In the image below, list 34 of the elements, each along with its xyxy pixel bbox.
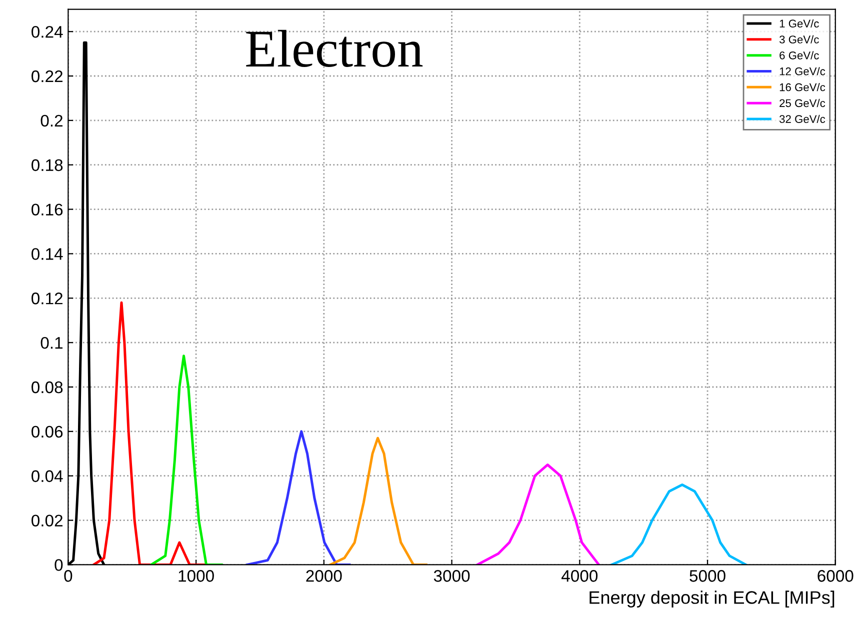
line-series bbox=[246, 430, 351, 565]
x-tick-label: 3000 bbox=[434, 570, 470, 582]
y-tick-label: 0.02 bbox=[32, 514, 62, 526]
y-tick-label: 0.18 bbox=[32, 159, 63, 172]
y-tick-label: 0.1 bbox=[40, 336, 63, 349]
legend-label: 3 GeV/c bbox=[779, 35, 819, 44]
y-tick-label: 0.24 bbox=[32, 26, 63, 38]
chart-title: Electron bbox=[246, 30, 423, 67]
y-tick-label: 0.08 bbox=[32, 381, 63, 394]
y-tick-label: 0.04 bbox=[32, 470, 63, 482]
x-tick-label: 0 bbox=[64, 570, 72, 582]
x-tick-label: 1000 bbox=[178, 570, 214, 582]
legend-label: 6 GeV/c bbox=[780, 51, 819, 60]
y-tick-label: 0.06 bbox=[32, 426, 63, 438]
y-tick-label: 0.12 bbox=[32, 292, 62, 304]
legend-label: 16 GeV/c bbox=[780, 83, 826, 92]
y-tick-label: 0.16 bbox=[32, 204, 63, 216]
x-tick-label: 6000 bbox=[818, 570, 854, 582]
y-tick-label: 0.14 bbox=[32, 248, 63, 260]
line-series bbox=[329, 436, 428, 565]
x-tick-label: 4000 bbox=[561, 570, 598, 582]
y-tick-label: 0 bbox=[54, 559, 63, 571]
y-tick-label: 0.22 bbox=[32, 70, 62, 82]
y-tick-label: 0.2 bbox=[40, 114, 62, 127]
line-series bbox=[476, 464, 600, 565]
legend-label: 32 GeV/c bbox=[779, 114, 826, 123]
x-tick-label: 2000 bbox=[306, 570, 342, 582]
legend-label: 12 GeV/c bbox=[780, 67, 826, 76]
legend-label: 25 GeV/c bbox=[780, 98, 826, 108]
x-axis-title: Energy deposit in ECAL [MIPs] bbox=[590, 590, 834, 608]
legend-label: 1 GeV/c bbox=[780, 19, 819, 28]
x-tick-label: 5000 bbox=[690, 570, 726, 582]
line-series bbox=[610, 484, 748, 565]
line-series bbox=[150, 354, 223, 565]
